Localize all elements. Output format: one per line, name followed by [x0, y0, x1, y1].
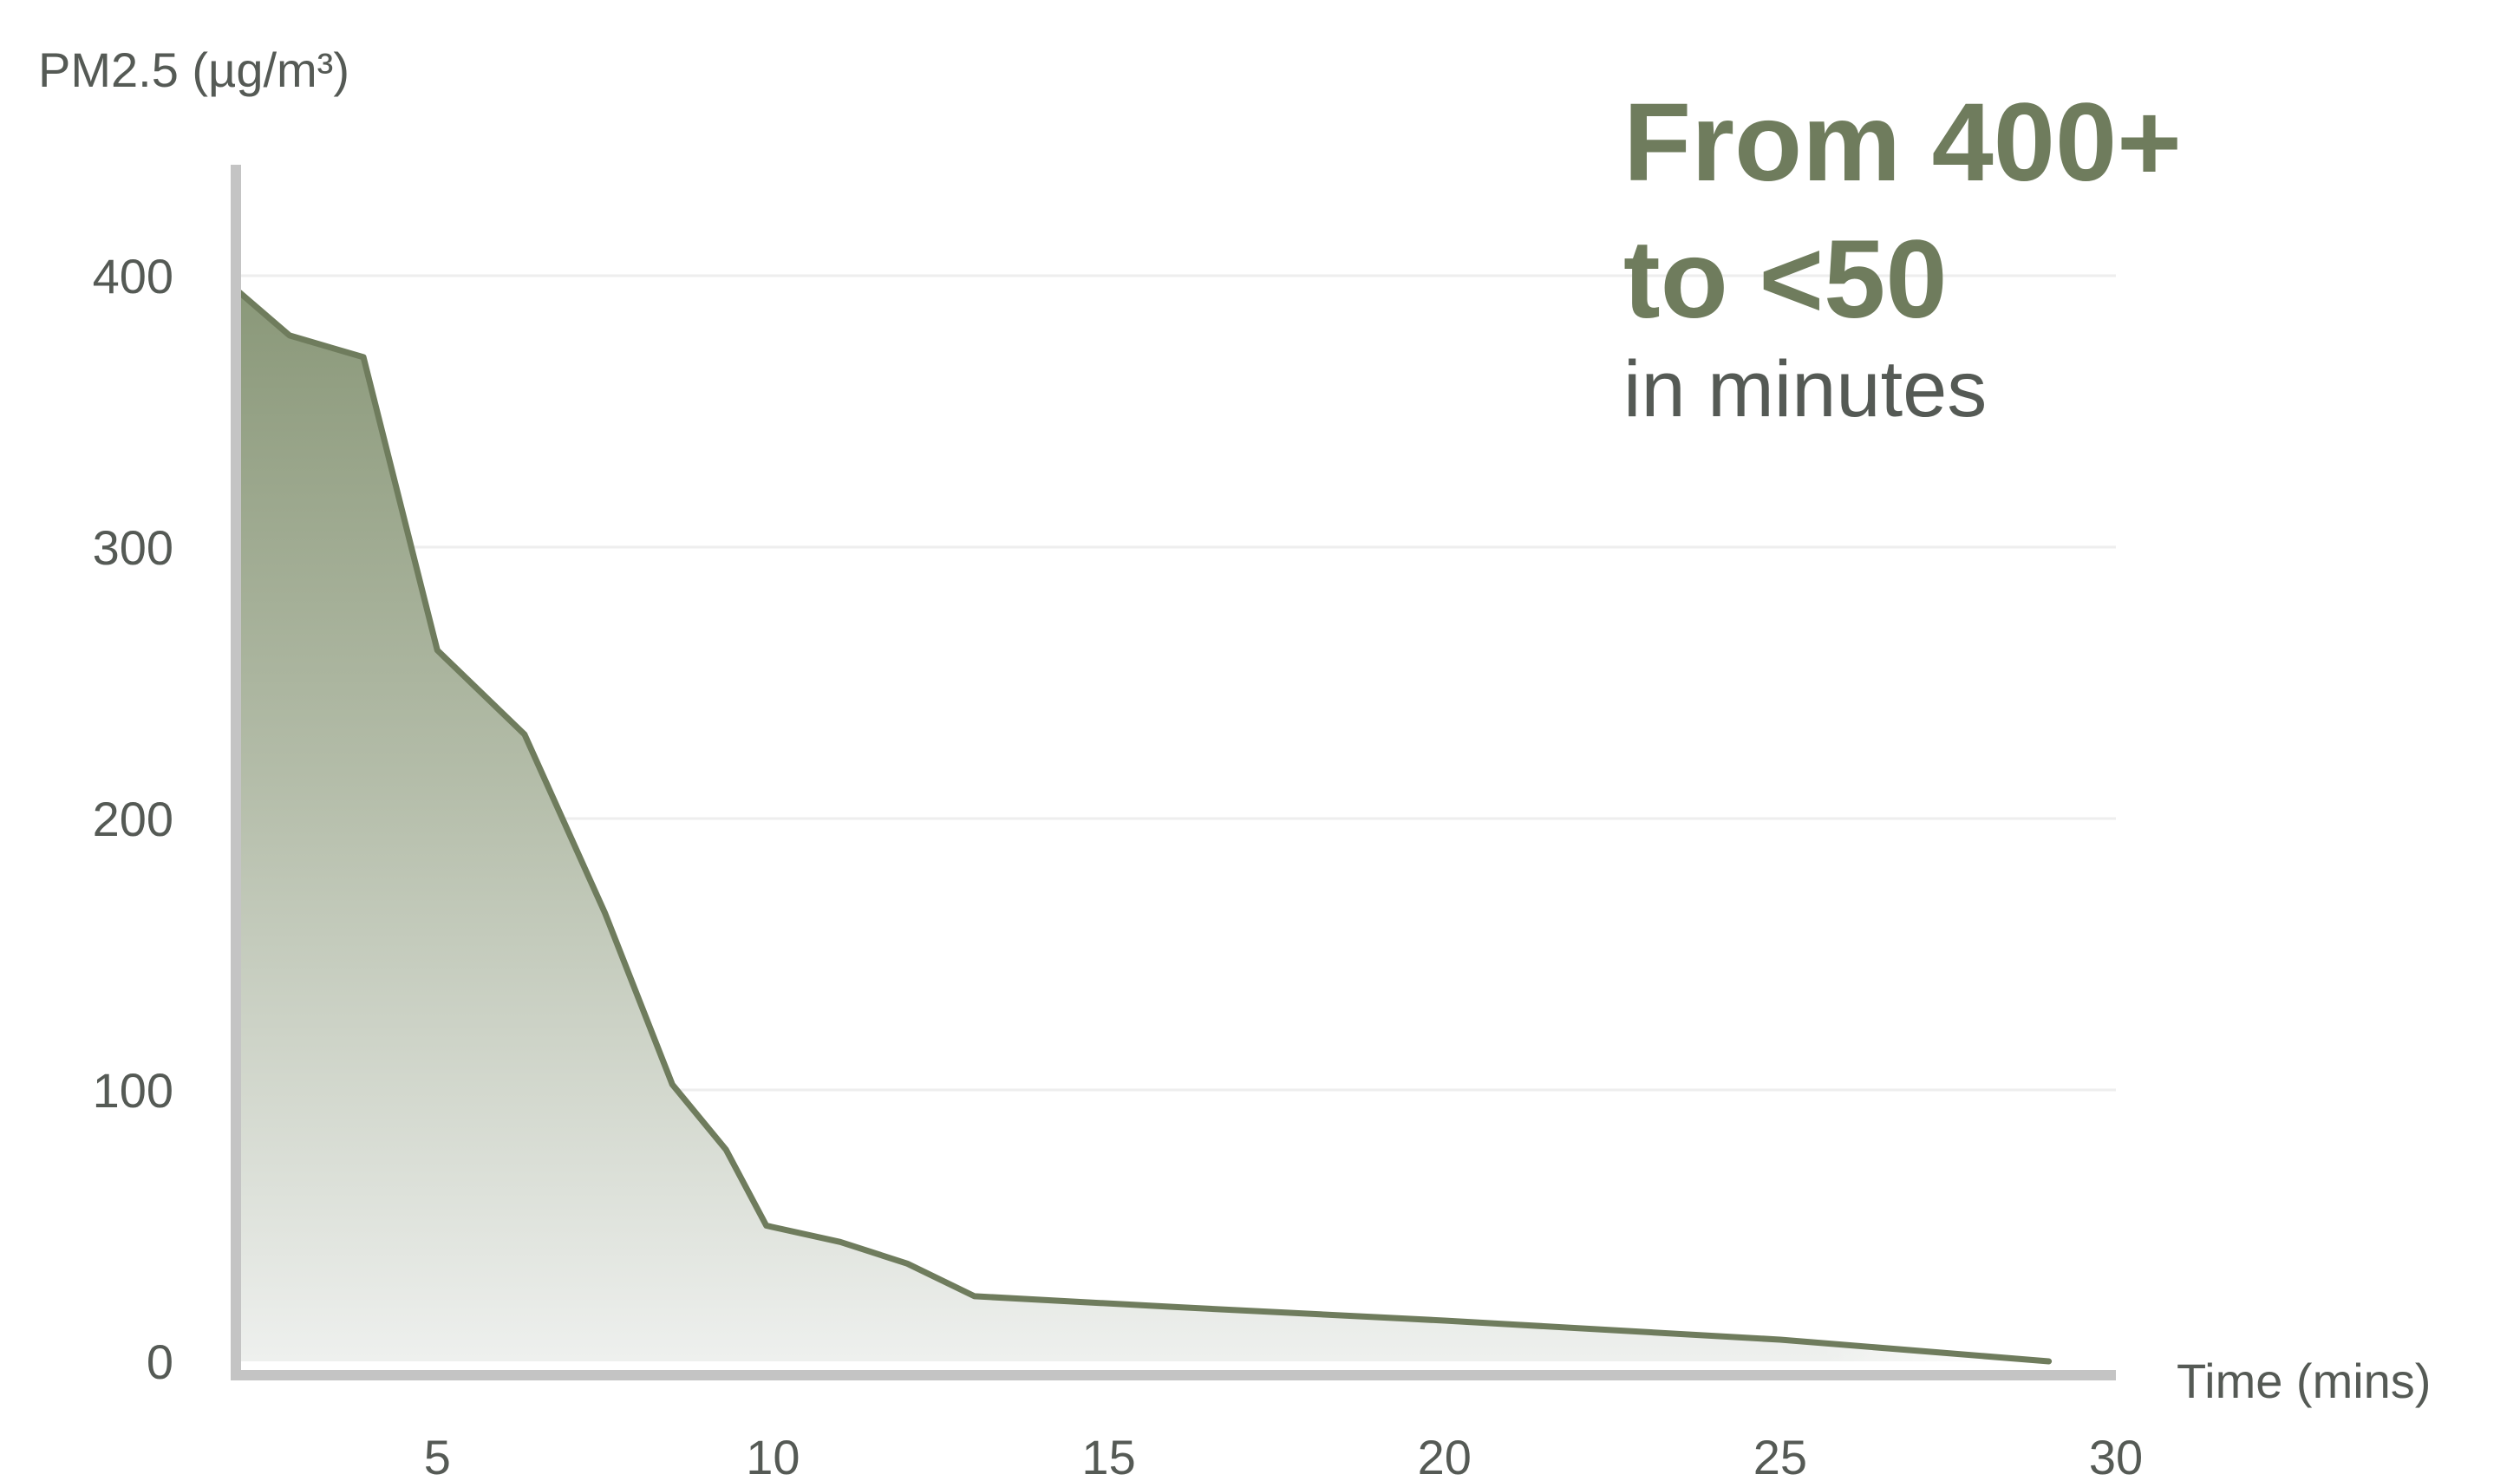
- x-tick-label: 15: [1081, 1430, 1135, 1481]
- x-tick-labels: 5 10 15 20 25 30: [424, 1430, 2143, 1481]
- y-axis-title: PM2.5 (µg/m³): [38, 42, 349, 97]
- y-tick-label: 300: [93, 520, 173, 575]
- x-tick-label: 10: [746, 1430, 800, 1481]
- headline-subtitle: in minutes: [1623, 345, 1987, 434]
- headline-line-2: to <50: [1623, 218, 1948, 342]
- y-tick-labels: 0 100 200 300 400: [93, 249, 173, 1389]
- pm25-line: [232, 286, 2053, 1365]
- y-tick-label: 200: [93, 792, 173, 846]
- y-tick-label: 100: [93, 1063, 173, 1118]
- y-tick-label: 400: [93, 249, 173, 303]
- pm25-area: [236, 289, 2049, 1362]
- x-tick-label: 30: [2089, 1430, 2143, 1481]
- headline-line-1: From 400+: [1623, 81, 2182, 205]
- x-tick-label: 5: [424, 1430, 451, 1481]
- x-tick-label: 25: [1753, 1430, 1807, 1481]
- y-tick-label: 0: [147, 1334, 173, 1389]
- x-tick-label: 20: [1418, 1430, 1472, 1481]
- x-axis-title: Time (mins): [2177, 1354, 2431, 1408]
